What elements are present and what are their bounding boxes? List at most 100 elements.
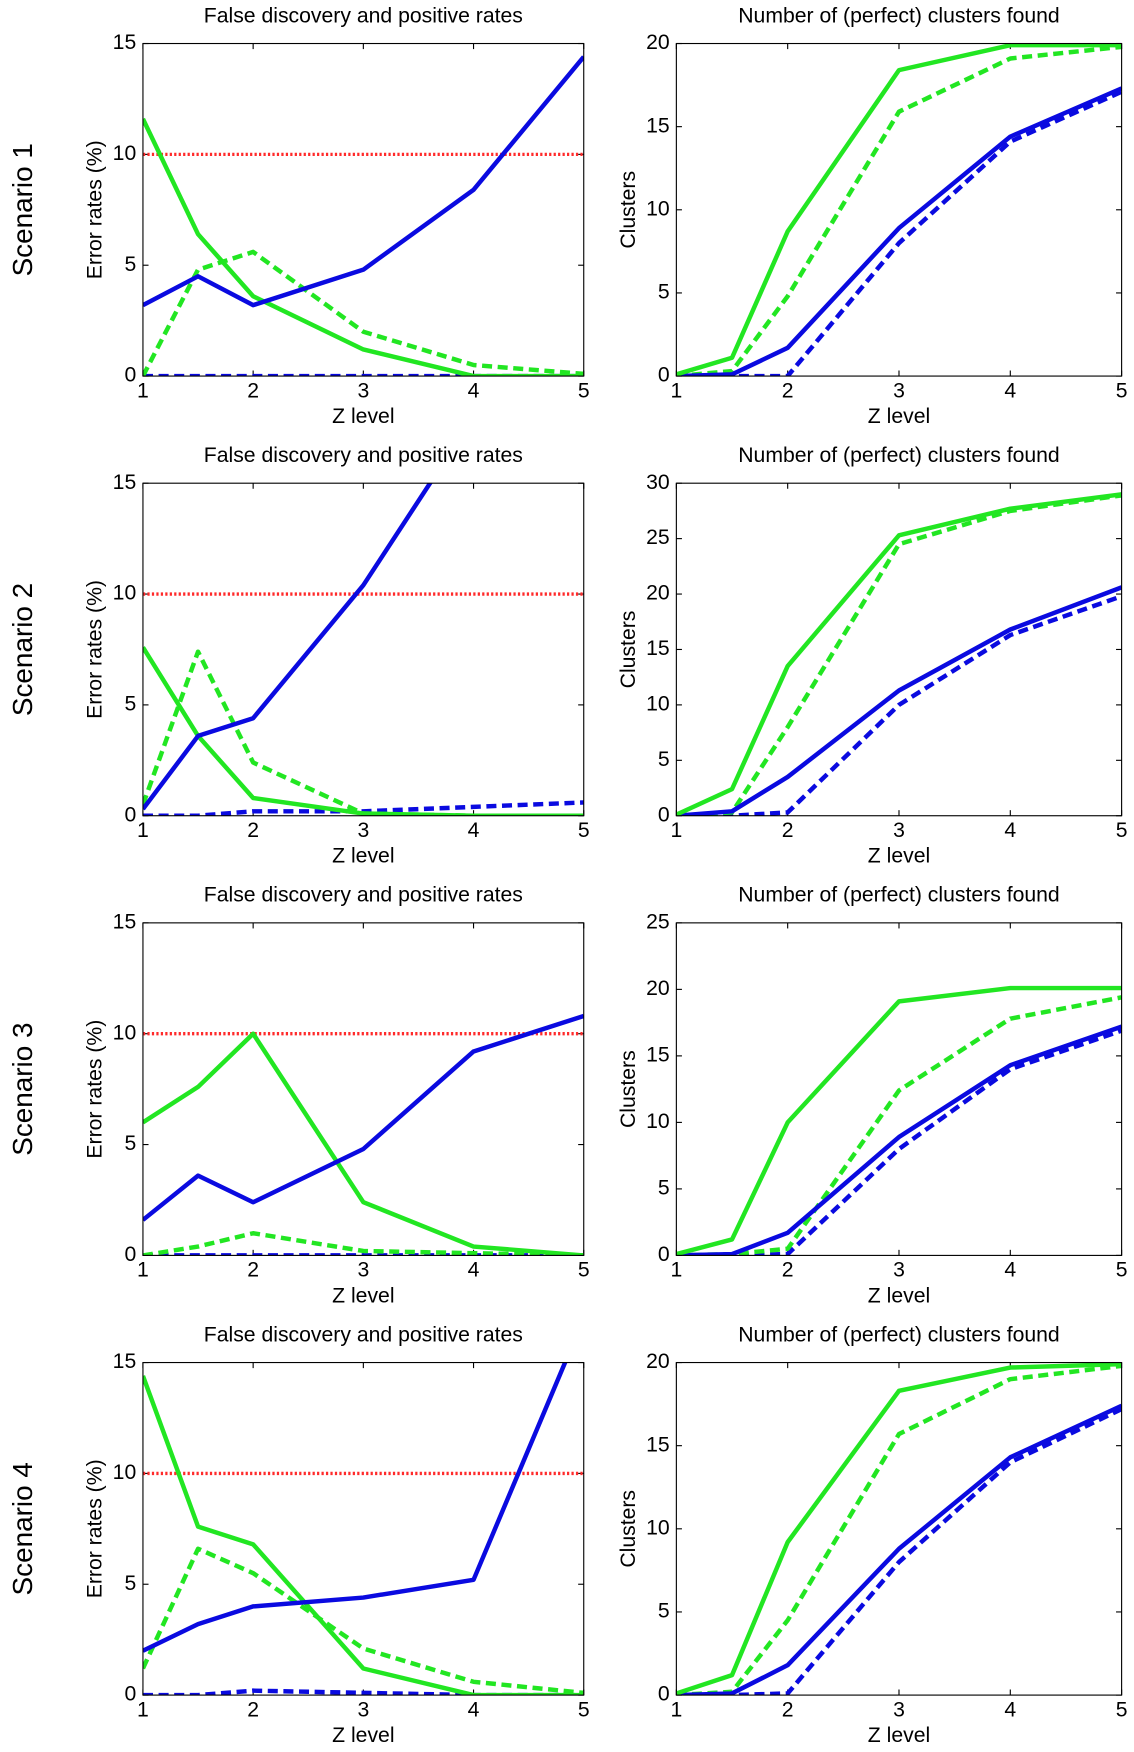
x-tick-label: 1 xyxy=(137,1259,149,1282)
y-tick-label: 15 xyxy=(646,114,670,137)
y-tick-label: 5 xyxy=(124,692,136,715)
y-tick-label: 15 xyxy=(113,910,137,933)
x-tick-label: 5 xyxy=(578,819,590,842)
data-line xyxy=(676,594,1122,816)
x-axis-label: Z level xyxy=(868,845,930,868)
data-line xyxy=(142,1375,584,1696)
y-tick-label: 15 xyxy=(646,637,670,660)
x-tick-label: 5 xyxy=(1116,1259,1128,1282)
x-tick-label: 1 xyxy=(670,1698,682,1721)
x-tick-label: 4 xyxy=(1004,379,1016,402)
x-tick-label: 4 xyxy=(1004,819,1016,842)
data-line xyxy=(676,1028,1122,1256)
x-tick-label: 4 xyxy=(468,379,480,402)
data-line xyxy=(142,800,584,816)
y-tick-label: 10 xyxy=(646,1110,670,1133)
plot-lines xyxy=(142,483,584,816)
x-tick-label: 4 xyxy=(468,1698,480,1721)
x-tick-label: 4 xyxy=(468,819,480,842)
x-tick-label: 2 xyxy=(247,379,259,402)
x-axis-label: Z level xyxy=(332,1284,394,1307)
y-tick-label: 15 xyxy=(113,31,137,54)
x-tick-label: 3 xyxy=(357,1259,369,1282)
plot-frame xyxy=(142,1361,585,1696)
plot-lines xyxy=(142,1362,584,1696)
x-tick-label: 4 xyxy=(468,1259,480,1282)
y-axis-label: Error rates (%) xyxy=(84,1020,107,1159)
x-tick-label: 1 xyxy=(670,1259,682,1282)
data-line xyxy=(142,649,584,816)
data-line xyxy=(676,995,1122,1256)
x-tick-label: 3 xyxy=(357,1698,369,1721)
chart-title: False discovery and positive rates xyxy=(204,1323,523,1346)
y-axis-label: Clusters xyxy=(617,1490,640,1568)
data-line xyxy=(676,1363,1122,1696)
y-axis-label: Error rates (%) xyxy=(84,1459,107,1598)
x-tick-label: 1 xyxy=(137,379,149,402)
y-tick-label: 5 xyxy=(658,281,670,304)
x-tick-label: 2 xyxy=(782,819,794,842)
y-tick-label: 10 xyxy=(113,142,137,165)
y-tick-label: 0 xyxy=(658,1243,670,1266)
x-tick-label: 3 xyxy=(357,379,369,402)
x-tick-label: 2 xyxy=(782,1698,794,1721)
y-axis-label: Error rates (%) xyxy=(84,580,107,719)
plot-frame xyxy=(675,42,1123,377)
y-axis-label: Clusters xyxy=(617,171,640,249)
y-tick-label: 5 xyxy=(658,1600,670,1623)
x-axis-label: Z level xyxy=(332,405,394,428)
chart-title: Number of (perfect) clusters found xyxy=(738,1323,1059,1346)
y-tick-label: 10 xyxy=(113,1461,137,1484)
data-line xyxy=(142,646,584,816)
plot-lines xyxy=(676,492,1122,816)
plot-frame xyxy=(675,482,1123,817)
x-axis-label: Z level xyxy=(868,1284,930,1307)
y-axis-label: Clusters xyxy=(617,1050,640,1128)
y-tick-label: 10 xyxy=(646,692,670,715)
data-line xyxy=(676,43,1122,377)
y-tick-label: 5 xyxy=(124,1572,136,1595)
x-axis-label: Z level xyxy=(868,405,930,428)
plot-frame xyxy=(675,922,1123,1256)
x-tick-label: 3 xyxy=(357,819,369,842)
plot-lines xyxy=(142,1013,584,1256)
x-tick-label: 5 xyxy=(1116,819,1128,842)
x-tick-label: 3 xyxy=(893,379,905,402)
x-tick-label: 4 xyxy=(1004,1259,1016,1282)
x-tick-label: 5 xyxy=(578,1698,590,1721)
y-tick-label: 5 xyxy=(124,253,136,276)
y-tick-label: 0 xyxy=(124,1683,136,1706)
data-line xyxy=(142,249,584,377)
plot-lines xyxy=(142,55,584,377)
y-tick-label: 20 xyxy=(646,31,670,54)
data-line xyxy=(676,44,1122,377)
y-tick-label: 15 xyxy=(646,1043,670,1066)
y-tick-label: 15 xyxy=(646,1433,670,1456)
chart-title: False discovery and positive rates xyxy=(204,4,523,27)
x-axis-label: Z level xyxy=(868,1724,930,1747)
x-tick-label: 2 xyxy=(247,819,259,842)
y-tick-label: 0 xyxy=(658,803,670,826)
x-tick-label: 5 xyxy=(578,1259,590,1282)
data-line xyxy=(142,1031,584,1256)
data-line xyxy=(676,1362,1122,1696)
chart-title: Number of (perfect) clusters found xyxy=(738,444,1059,467)
x-tick-label: 1 xyxy=(137,1698,149,1721)
x-axis-label: Z level xyxy=(332,1724,394,1747)
chart-title: False discovery and positive rates xyxy=(204,444,523,467)
x-axis-label: Z level xyxy=(332,845,394,868)
y-axis-label: Error rates (%) xyxy=(84,140,107,279)
y-tick-label: 10 xyxy=(113,582,137,605)
data-line xyxy=(676,1024,1122,1256)
y-tick-label: 5 xyxy=(124,1132,136,1155)
plot-lines xyxy=(676,1362,1122,1696)
y-tick-label: 0 xyxy=(124,1243,136,1266)
chart-title: Number of (perfect) clusters found xyxy=(738,4,1059,27)
data-line xyxy=(676,89,1122,377)
data-line xyxy=(142,117,584,377)
y-tick-label: 20 xyxy=(646,582,670,605)
scenario-label: Scenario 1 xyxy=(7,143,38,276)
data-line xyxy=(676,492,1122,816)
data-line xyxy=(142,55,584,308)
y-axis-label: Clusters xyxy=(617,611,640,689)
